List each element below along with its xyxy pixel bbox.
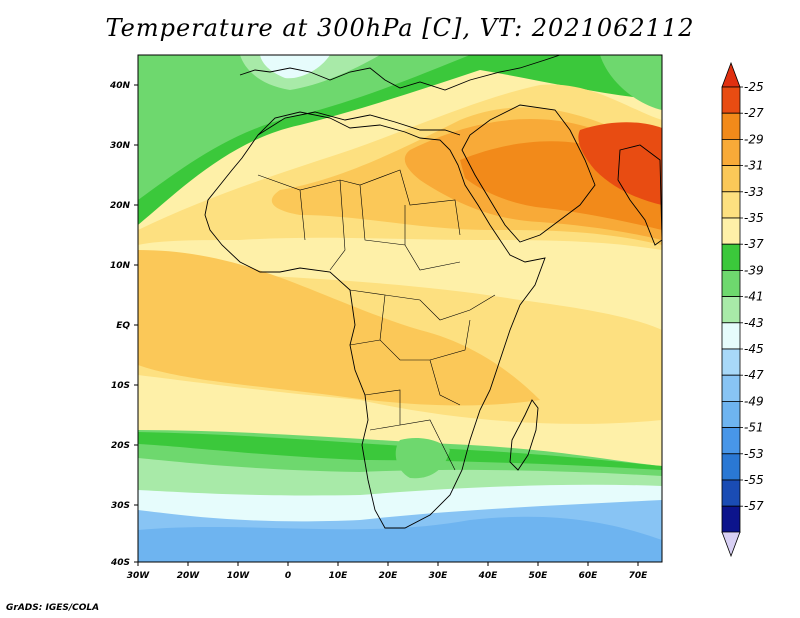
colorbar-swatch (721, 348, 741, 376)
lon-label: 70E (629, 571, 649, 581)
africa-coastline (204, 111, 546, 529)
lon-label: 10E (329, 571, 349, 581)
colorbar-bottom-triangle (721, 531, 741, 558)
lat-label: 30N (110, 141, 131, 151)
colorbar-swatch (721, 243, 741, 271)
patch-south-africa-green (395, 438, 450, 479)
colorbar-label: -31 (744, 159, 764, 173)
lon-label: 30E (429, 571, 449, 581)
colorbar-swatch (721, 479, 741, 507)
colorbar-top-triangle (721, 61, 741, 88)
band-northeast-green (600, 55, 662, 110)
band-india-red (578, 122, 662, 205)
colorbar-label: -53 (744, 447, 764, 461)
band-equatorial-orange (138, 250, 540, 406)
lon-label: 60E (579, 571, 599, 581)
band-north-green (138, 55, 470, 200)
madagascar-coastline (509, 399, 539, 471)
lon-label: 0 (285, 571, 291, 581)
colorbar-label: -25 (744, 80, 764, 94)
arabia-coastline (461, 104, 596, 243)
footer-credit: GrADS: IGES/COLA (6, 603, 100, 613)
colorbar-label: -45 (744, 342, 764, 356)
colorbar-swatch (721, 505, 741, 533)
colorbar-labels: -25 -27 -29 -31 -33 -35 -37 -39 -41 -43 -45 -47 -49 -… (740, 80, 764, 513)
colorbar-boxes (721, 86, 741, 533)
colorbar-label: -43 (744, 316, 764, 330)
lon-label: 40E (478, 571, 499, 581)
lat-label: 30S (111, 501, 130, 511)
lon-label: 50E (529, 571, 549, 581)
lat-label: EQ (116, 321, 130, 331)
colorbar-label: -27 (744, 106, 764, 120)
coastlines (204, 55, 662, 529)
lon-label: 30W (127, 571, 151, 581)
band-north-cyan (260, 55, 330, 79)
colorbar-label: -47 (744, 368, 764, 382)
country-borders (257, 169, 496, 471)
longitude-labels: 30W 20W 10W 0 10E 20E 30E 40E 50E 60E 70… (127, 571, 648, 581)
colorbar-swatch (721, 86, 741, 114)
colorbar-label: -33 (744, 185, 764, 199)
colorbar-swatch (721, 217, 741, 245)
colorbar-label: -37 (744, 237, 764, 251)
colorbar-swatch (721, 112, 741, 140)
map-title: Temperature at 300hPa [C], VT: 202106211… (105, 14, 695, 42)
india-coastline (617, 144, 662, 246)
band-south-deepblue (138, 516, 662, 562)
lat-label: 10S (111, 381, 130, 391)
colorbar: -25 -27 -29 -31 -33 -35 -37 -39 -41 -43 -45 -47 -49 -… (721, 61, 764, 558)
colorbar-swatch (721, 296, 741, 324)
lat-label: 10N (110, 261, 131, 271)
colorbar-swatch (721, 269, 741, 297)
colorbar-label: -41 (744, 290, 764, 304)
colorbar-swatch (721, 400, 741, 428)
colorbar-label: -51 (744, 421, 764, 435)
axis-ticks (134, 84, 639, 566)
colorbar-swatch (721, 165, 741, 193)
colorbar-swatch (721, 427, 741, 455)
colorbar-label: -29 (744, 132, 764, 146)
lon-label: 20W (177, 571, 201, 581)
europe-coastline (239, 55, 561, 91)
lon-label: 10W (227, 571, 251, 581)
colorbar-label: -35 (744, 211, 764, 225)
lat-label: 20S (111, 441, 130, 451)
colorbar-swatch (721, 138, 741, 166)
lat-label: 40N (109, 81, 131, 91)
colorbar-label: -57 (744, 499, 764, 513)
lat-label: 20N (110, 201, 131, 211)
latitude-labels: 40N 30N 20N 10N EQ 10S 20S 30S 40S (109, 81, 131, 568)
lat-label: 40S (110, 558, 130, 568)
mediterranean-coast (257, 111, 461, 136)
map-frame (137, 54, 663, 563)
colorbar-label: -39 (744, 263, 764, 277)
colorbar-swatch (721, 322, 741, 350)
colorbar-swatch (721, 374, 741, 402)
colorbar-label: -55 (744, 473, 764, 487)
colorbar-swatch (721, 453, 741, 481)
colorbar-label: -49 (744, 394, 764, 408)
lon-label: 20E (379, 571, 399, 581)
colorbar-swatch (721, 191, 741, 219)
